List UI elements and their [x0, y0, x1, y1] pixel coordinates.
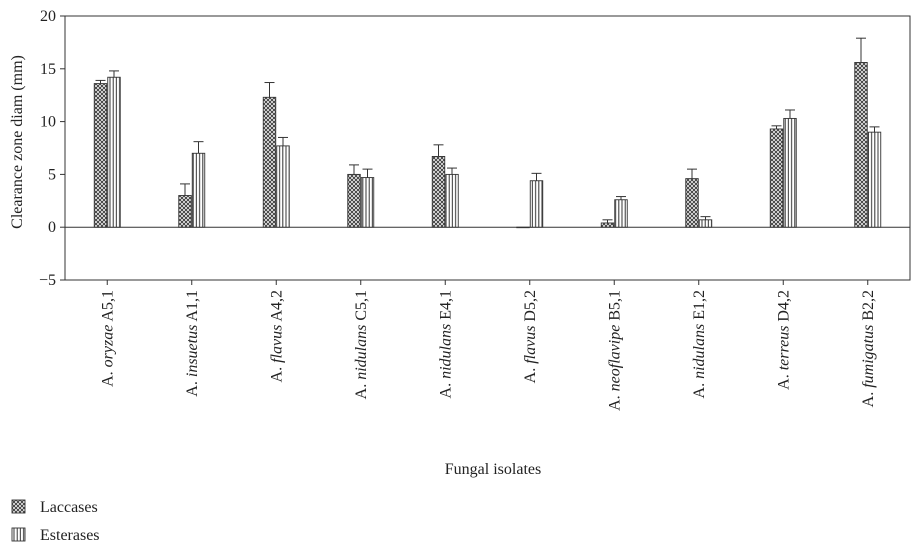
- y-axis-label: Clearance zone diam (mm): [9, 55, 26, 229]
- bar-laccases: [516, 226, 530, 229]
- category-species: flavus: [522, 326, 539, 364]
- category-code: A4,2: [268, 290, 285, 325]
- category-label: A. flavus D5,2: [522, 290, 539, 383]
- bar-esterases: [107, 76, 121, 228]
- category-genus: A.: [437, 379, 454, 399]
- category-label: A. terreus D4,2: [775, 290, 792, 390]
- legend-swatch-esterases: [11, 527, 26, 542]
- category-species: terreus: [775, 326, 792, 371]
- bar-laccases: [854, 62, 868, 228]
- category-species: neoflavipe: [606, 325, 623, 392]
- category-label: A. insuetus A1,1: [184, 290, 201, 397]
- category-genus: A.: [606, 391, 623, 411]
- bar-esterases: [867, 131, 882, 228]
- bar-esterases: [529, 180, 544, 228]
- y-tick-label: 0: [48, 219, 56, 236]
- y-tick-label: 5: [48, 166, 56, 183]
- category-code: B5,1: [606, 290, 623, 325]
- category-code: D4,2: [775, 290, 792, 326]
- bar-laccases: [769, 128, 784, 228]
- category-code: A5,1: [99, 290, 116, 325]
- x-axis-categories: A. oryzae A5,1A. insuetus A1,1A. flavus …: [99, 280, 877, 411]
- y-tick-label: 15: [40, 61, 56, 78]
- series-esterases: [107, 70, 882, 228]
- category-genus: A.: [775, 370, 792, 390]
- y-tick-label: 10: [40, 114, 56, 131]
- category-genus: A.: [268, 363, 285, 383]
- category-label: A. neoflavipe B5,1: [606, 290, 623, 411]
- category-label: A. nidulans E1,2: [691, 290, 708, 398]
- category-genus: A.: [353, 380, 370, 400]
- bar-esterases: [360, 177, 375, 228]
- category-code: B2,2: [860, 290, 877, 325]
- bar-esterases: [783, 117, 797, 228]
- bar-laccases: [685, 178, 699, 228]
- legend-label-esterases: Esterases: [40, 527, 100, 544]
- category-code: A1,1: [184, 290, 201, 325]
- category-genus: A.: [99, 367, 116, 387]
- plot-border: [64, 15, 911, 281]
- bar-laccases: [600, 222, 615, 228]
- category-label: A. flavus A4,2: [268, 290, 285, 382]
- category-species: nidulans: [691, 324, 708, 379]
- bar-esterases: [276, 145, 290, 228]
- category-label: A. oryzae A5,1: [99, 290, 116, 387]
- y-axis: −5 0 5 10 15 20: [39, 8, 65, 289]
- category-genus: A.: [860, 388, 877, 408]
- x-axis-label: Fungal isolates: [445, 461, 541, 478]
- category-code: D5,2: [522, 290, 539, 326]
- category-genus: A.: [184, 377, 201, 397]
- category-species: insuetus: [184, 325, 201, 377]
- category-species: fumigatus: [860, 325, 877, 388]
- category-genus: A.: [522, 364, 539, 384]
- category-code: C5,1: [353, 290, 370, 325]
- bar-esterases: [614, 199, 628, 228]
- category-label: A. fumigatus B2,2: [860, 290, 877, 407]
- bar-laccases: [93, 83, 108, 228]
- category-species: nidulans: [353, 325, 370, 380]
- y-tick-label: −5: [39, 272, 56, 289]
- bar-esterases: [191, 152, 206, 228]
- bar-esterases: [445, 173, 459, 228]
- legend: Laccases Esterases: [11, 499, 100, 544]
- category-species: nidulans: [437, 324, 454, 379]
- bar-laccases: [347, 173, 361, 228]
- series-laccases: [93, 37, 868, 229]
- bars-group: [93, 37, 882, 229]
- category-species: oryzae: [99, 325, 116, 368]
- legend-label-laccases: Laccases: [40, 499, 98, 516]
- bar-laccases: [431, 155, 446, 228]
- category-species: flavus: [268, 325, 285, 363]
- category-code: E4,1: [437, 290, 454, 324]
- bar-laccases: [178, 195, 192, 228]
- bar-laccases: [262, 96, 277, 228]
- plot-area: [64, 15, 911, 281]
- category-genus: A.: [691, 379, 708, 399]
- legend-swatch-laccases: [11, 499, 26, 514]
- bar-esterases: [698, 219, 713, 228]
- category-code: E1,2: [691, 290, 708, 324]
- category-label: A. nidulans C5,1: [353, 290, 370, 399]
- y-tick-label: 20: [40, 8, 56, 25]
- category-label: A. nidulans E4,1: [437, 290, 454, 398]
